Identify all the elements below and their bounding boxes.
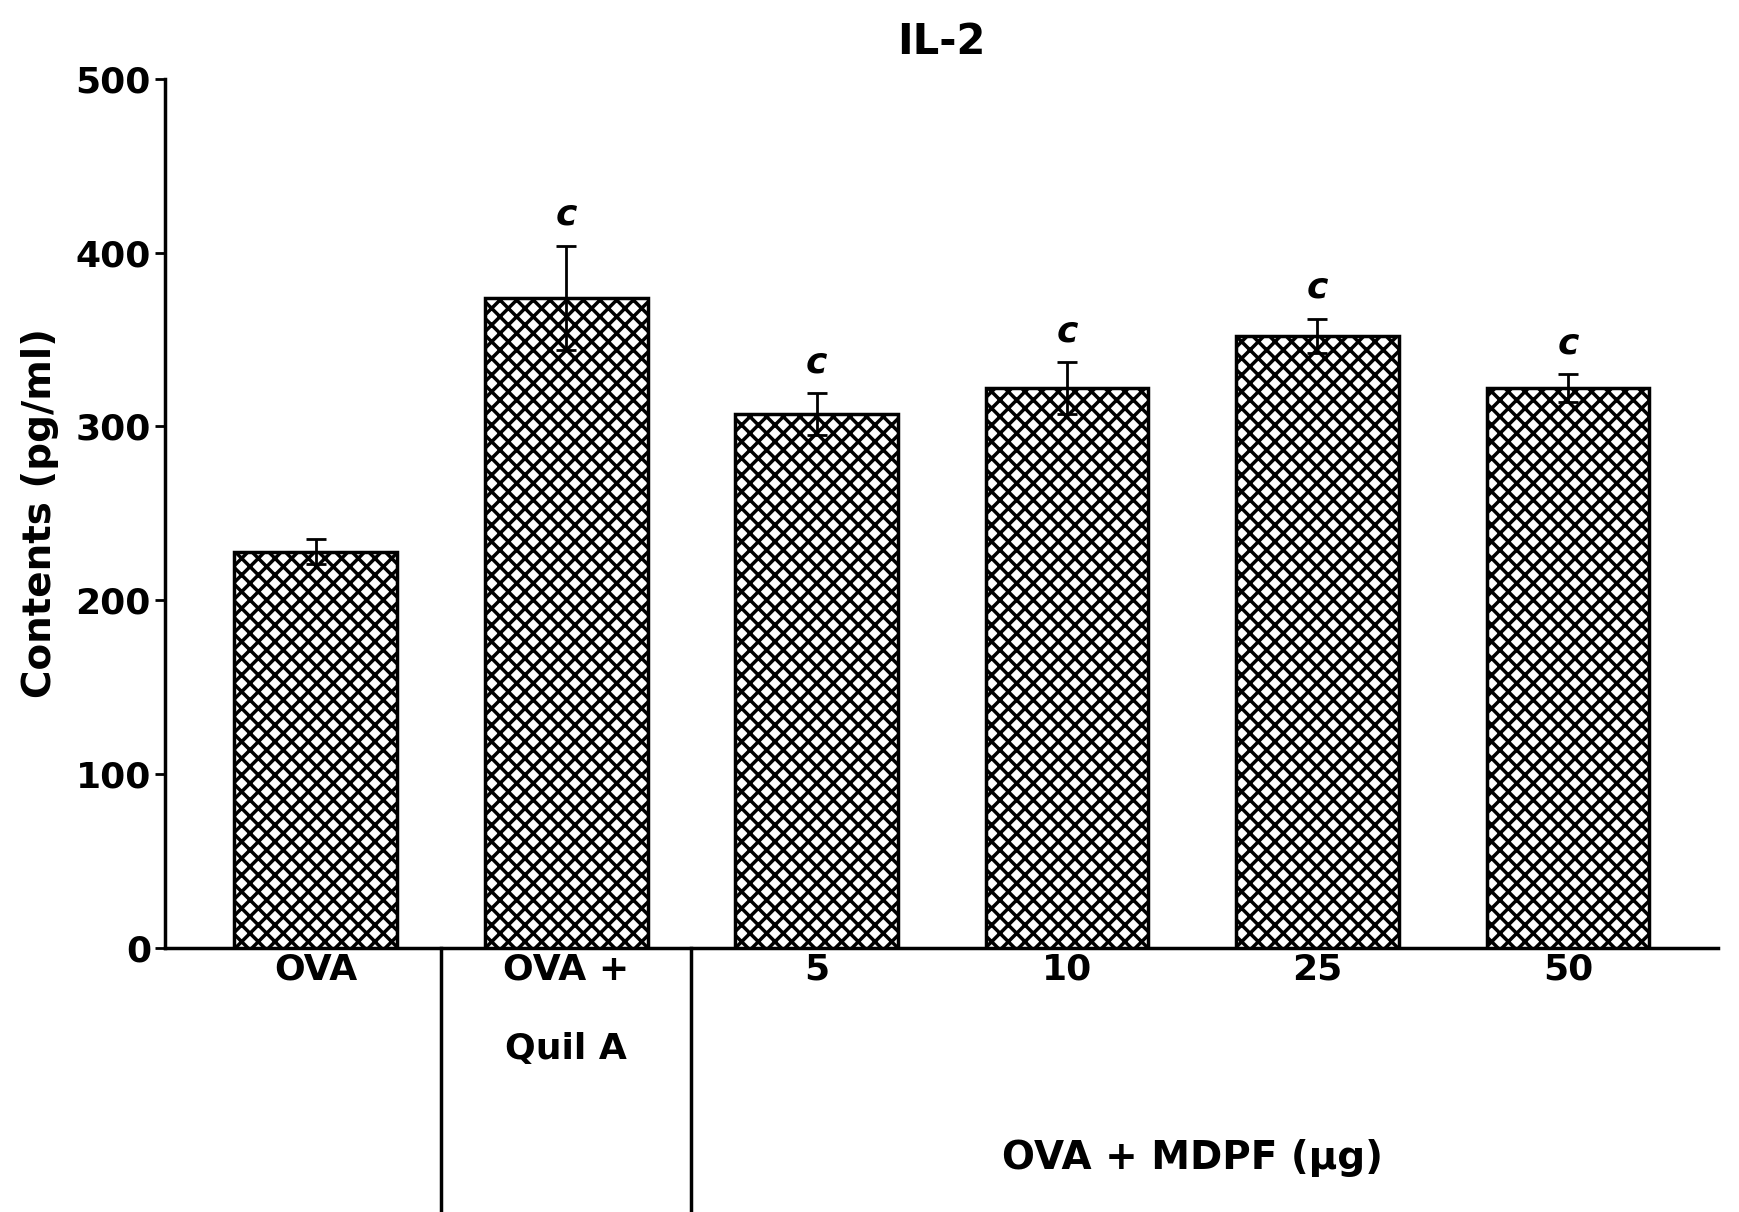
- Text: c: c: [1556, 326, 1579, 360]
- Bar: [485, 298, 647, 948]
- Text: c: c: [1306, 270, 1329, 304]
- Bar: [1236, 336, 1398, 948]
- Text: OVA + MDPF (μg): OVA + MDPF (μg): [1002, 1139, 1383, 1177]
- Text: c: c: [1056, 314, 1078, 348]
- Text: c: c: [555, 198, 577, 231]
- Bar: [235, 551, 396, 948]
- Bar: [736, 415, 897, 948]
- Bar: [986, 388, 1148, 948]
- Bar: [1487, 388, 1649, 948]
- Title: IL-2: IL-2: [897, 21, 986, 63]
- Y-axis label: Contents (pg/ml): Contents (pg/ml): [21, 328, 59, 698]
- Text: c: c: [805, 345, 828, 379]
